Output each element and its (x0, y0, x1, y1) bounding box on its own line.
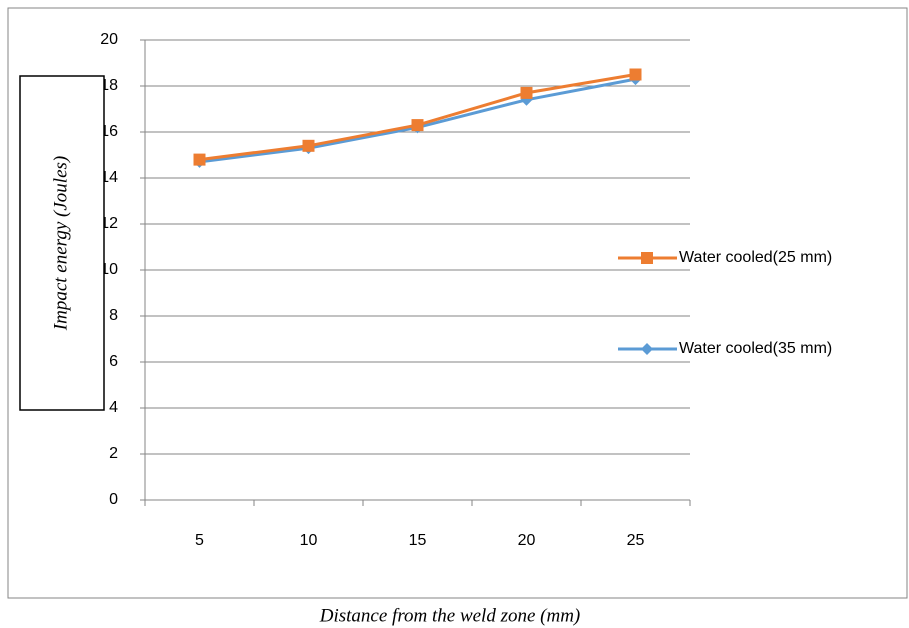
data-point (302, 139, 315, 152)
x-tick-label: 10 (300, 532, 318, 549)
x-tick-label: 15 (409, 532, 427, 549)
x-axis-title: Distance from the weld zone (mm) (319, 605, 581, 626)
y-axis-title: Impact energy (Joules) (50, 156, 71, 331)
data-point (520, 86, 533, 99)
x-tick-label: 25 (627, 532, 645, 549)
data-point (629, 68, 642, 81)
y-tick-label: 4 (109, 399, 118, 416)
legend-marker (641, 343, 653, 355)
y-tick-label: 20 (100, 31, 118, 48)
y-tick-label: 6 (109, 353, 118, 370)
data-point (193, 153, 206, 166)
legend-label: Water cooled(25 mm) (679, 249, 832, 266)
y-tick-label: 8 (109, 307, 118, 324)
chart-frame (7, 7, 908, 599)
y-tick-label: 2 (109, 445, 118, 462)
x-tick-label: 20 (518, 532, 536, 549)
y-axis-title-box (19, 75, 105, 411)
data-point (411, 119, 424, 132)
x-tick-label: 5 (195, 532, 204, 549)
y-tick-label: 0 (109, 491, 118, 508)
legend-label: Water cooled(35 mm) (679, 340, 832, 357)
legend-marker (641, 252, 653, 264)
